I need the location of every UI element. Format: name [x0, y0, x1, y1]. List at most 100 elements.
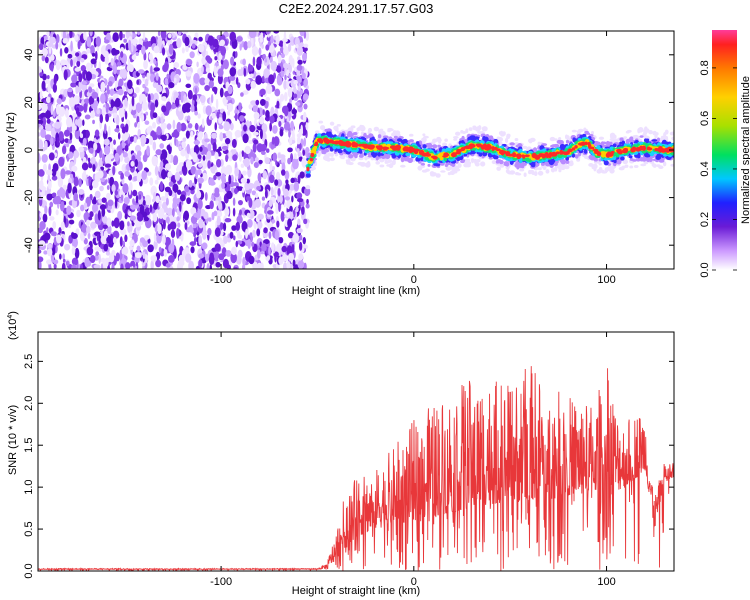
heatmap-noise-cell — [208, 254, 215, 265]
heatmap-signal-cell — [455, 168, 461, 172]
heatmap-noise-cell — [104, 123, 107, 134]
heatmap-noise-cell — [147, 238, 151, 244]
heatmap-noise-cell — [268, 245, 271, 256]
heatmap-noise-cell — [165, 101, 172, 111]
heatmap-noise-cell — [199, 94, 206, 104]
heatmap-signal-cell — [460, 130, 464, 134]
heatmap-noise-cell — [38, 43, 44, 51]
heatmap-noise-cell — [306, 198, 309, 205]
heatmap-noise-cell — [147, 244, 154, 253]
heatmap-noise-cell — [280, 53, 285, 59]
heatmap-noise-cell — [141, 45, 146, 55]
heatmap-signal-cell — [593, 158, 598, 162]
heatmap-signal-cell — [633, 164, 639, 169]
heatmap-noise-cell — [218, 253, 225, 261]
heatmap-noise-cell — [214, 227, 221, 238]
heatmap-noise-cell — [161, 47, 166, 56]
heatmap-noise-cell — [100, 263, 104, 269]
heatmap-noise-cell — [178, 201, 182, 212]
heatmap-noise-cell — [66, 116, 73, 128]
heatmap-noise-cell — [49, 201, 54, 208]
heatmap-signal-cell — [558, 168, 562, 173]
heatmap-noise-cell — [124, 97, 128, 107]
heatmap-noise-cell — [240, 92, 244, 97]
heatmap-noise-cell — [209, 200, 214, 210]
heatmap-noise-cell — [72, 58, 76, 67]
heatmap-noise-cell — [281, 155, 286, 166]
heatmap-noise-cell — [296, 198, 304, 203]
heatmap-noise-cell — [303, 218, 308, 225]
heatmap-noise-cell — [194, 32, 199, 38]
heatmap-noise-cell — [241, 264, 246, 269]
heatmap-noise-cell — [54, 121, 61, 129]
heatmap-noise-cell — [208, 217, 212, 222]
heatmap-noise-cell — [235, 240, 239, 248]
heatmap-signal-cell — [491, 160, 497, 165]
heatmap-noise-cell — [201, 56, 207, 65]
heatmap-noise-cell — [305, 31, 310, 41]
heatmap-signal-cell — [639, 135, 644, 138]
heatmap-noise-cell — [287, 218, 293, 228]
heatmap-signal-cell — [407, 157, 414, 163]
heatmap-signal-cell — [348, 132, 354, 138]
heatmap-noise-cell — [197, 131, 204, 139]
heatmap-noise-cell — [207, 160, 211, 169]
heatmap-noise-cell — [171, 207, 175, 218]
heatmap-noise-cell — [119, 220, 125, 231]
heatmap-noise-cell — [120, 46, 125, 52]
heatmap-signal-cell — [506, 133, 511, 138]
heatmap-noise-cell — [292, 233, 300, 243]
heatmap-noise-cell — [52, 162, 59, 172]
heatmap-noise-cell — [135, 86, 140, 94]
heatmap-signal-cell — [350, 125, 356, 129]
heatmap-signal-cell — [498, 160, 504, 164]
heatmap-noise-cell — [55, 41, 59, 50]
heatmap-noise-cell — [218, 117, 223, 124]
heatmap-noise-cell — [133, 175, 138, 182]
heatmap-noise-cell — [265, 148, 270, 153]
heatmap-noise-cell — [74, 56, 78, 63]
heatmap-signal-cell — [609, 168, 615, 174]
heatmap-noise-cell — [179, 145, 182, 151]
heatmap-signal-cell — [334, 126, 339, 132]
heatmap-noise-cell — [249, 124, 256, 133]
heatmap-signal-cell — [340, 156, 345, 160]
heatmap-noise-cell — [98, 253, 101, 264]
heatmap-noise-cell — [165, 216, 170, 224]
heatmap-noise-cell — [117, 210, 123, 221]
heatmap-noise-cell — [157, 223, 162, 235]
heatmap-noise-cell — [262, 170, 268, 180]
heatmap-signal-cell — [515, 171, 520, 176]
heatmap-noise-cell — [80, 58, 85, 63]
heatmap-noise-cell — [286, 79, 289, 90]
heatmap-noise-cell — [205, 253, 210, 262]
heatmap-noise-cell — [288, 130, 291, 138]
heatmap-noise-cell — [220, 46, 227, 56]
heatmap-noise-cell — [284, 91, 288, 102]
heatmap-noise-cell — [265, 31, 271, 35]
heatmap-noise-cell — [152, 213, 158, 223]
heatmap-noise-cell — [52, 83, 58, 93]
heatmap-noise-cell — [160, 122, 168, 130]
heatmap-noise-cell — [119, 31, 123, 41]
heatmap-noise-cell — [197, 113, 201, 119]
heatmap-noise-cell — [199, 77, 206, 86]
heatmap-noise-cell — [226, 264, 232, 269]
heatmap-noise-cell — [77, 39, 81, 50]
heatmap-noise-cell — [63, 129, 70, 137]
heatmap-noise-cell — [293, 93, 298, 99]
heatmap-noise-cell — [228, 75, 236, 81]
heatmap-noise-cell — [95, 251, 100, 256]
heatmap-noise-cell — [138, 38, 144, 46]
heatmap-noise-cell — [217, 68, 224, 77]
heatmap-noise-cell — [160, 196, 167, 202]
heatmap-noise-cell — [53, 75, 57, 85]
heatmap-noise-cell — [123, 38, 127, 43]
heatmap-noise-cell — [219, 87, 224, 98]
heatmap-noise-cell — [206, 150, 212, 160]
heatmap-noise-cell — [121, 68, 128, 79]
heatmap-noise-cell — [197, 99, 200, 105]
heatmap-noise-cell — [252, 261, 258, 269]
heatmap-noise-cell — [235, 77, 239, 85]
